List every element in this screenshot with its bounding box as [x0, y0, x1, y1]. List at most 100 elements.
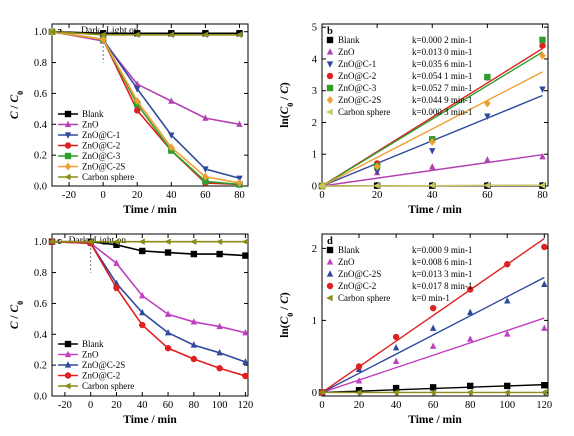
data-point — [216, 322, 223, 330]
data-point — [236, 175, 243, 183]
x-axis-label: Time / min — [408, 414, 462, 426]
legend-label: Blank — [82, 109, 104, 119]
data-point — [99, 31, 106, 38]
data-point — [504, 330, 511, 337]
x-axis-label: Time / min — [123, 204, 177, 216]
data-point — [428, 182, 435, 189]
legend-label: ZnO@C-2S — [82, 360, 125, 370]
fit-line — [321, 154, 543, 187]
data-point — [164, 328, 172, 336]
x-tick-label: 60 — [428, 400, 439, 411]
data-point — [86, 238, 94, 245]
data-point — [242, 372, 249, 380]
x-tick-label: 120 — [238, 400, 254, 411]
x-tick-label: -20 — [58, 400, 72, 411]
y-tick-label: 1 — [312, 150, 317, 161]
data-point — [538, 182, 546, 189]
panel-d: 0 20 40 60 80 100 120 0 1 2 Time / min ln(C0 / C) dB… — [279, 233, 552, 426]
data-point — [504, 297, 511, 304]
series-zno-c-2 — [48, 28, 243, 188]
legend-label: ZnO@C-1 — [82, 130, 120, 140]
data-point — [113, 284, 120, 292]
data-point — [168, 97, 175, 104]
data-point — [392, 357, 400, 365]
legend-rate-constant: k=0.000 2 min-1 — [412, 35, 472, 45]
data-point — [541, 324, 548, 331]
panel-a: -20 0 20 40 60 80 0.0 0.2 0.4 0.6 0.8 1.0 Time / min… — [9, 23, 249, 216]
data-point — [355, 387, 363, 394]
data-point — [236, 178, 243, 187]
legend-rate-constant: k=0.052 7 min-1 — [412, 83, 472, 93]
legend-marker — [326, 96, 334, 104]
y-tick-label: 0.0 — [34, 182, 47, 193]
y-tick-label: 0.4 — [34, 330, 48, 341]
x-tick-label: 100 — [212, 400, 228, 411]
data-point — [429, 342, 437, 349]
legend-rate-constant: k=0.000 9 min-1 — [412, 245, 472, 255]
data-point — [99, 35, 107, 44]
series-line — [51, 30, 240, 126]
data-point — [134, 107, 141, 114]
dark-annotation: Dark — [81, 26, 100, 36]
x-tick-label: 0 — [319, 400, 324, 411]
data-point — [164, 310, 172, 317]
data-point — [466, 389, 473, 396]
data-point — [190, 318, 198, 325]
data-point — [484, 73, 491, 81]
data-point — [139, 247, 146, 255]
plot-frame — [321, 233, 549, 397]
fit-line — [321, 51, 543, 187]
data-point — [241, 238, 249, 245]
data-point — [139, 308, 146, 316]
data-point — [355, 389, 362, 396]
data-point — [539, 42, 546, 49]
series-carbon-sphere — [318, 389, 547, 396]
data-point — [466, 382, 474, 390]
series-carbon-sphere — [48, 238, 249, 245]
legend-marker — [64, 110, 72, 118]
data-point — [133, 31, 140, 38]
legend-label: ZnO — [82, 120, 99, 130]
legend-label: Carbon sphere — [338, 107, 390, 117]
legend-label: ZnO@C-3 — [82, 151, 121, 161]
data-point — [134, 86, 141, 93]
y-axis-label: C / C0 — [9, 91, 25, 119]
series-line — [51, 30, 240, 36]
data-point — [164, 238, 171, 245]
data-point — [202, 172, 209, 181]
data-point — [134, 97, 141, 106]
y-tick-label: 5 — [312, 23, 317, 34]
data-point — [539, 86, 546, 93]
data-point — [541, 243, 548, 251]
legend: Blank k=0.000 9 min-1 ZnO k=0.008 6 min-1 Zn… — [326, 245, 472, 303]
x-tick-label: 120 — [536, 400, 552, 411]
y-tick-label: 0.6 — [34, 89, 47, 100]
series-line — [51, 30, 240, 35]
legend: BlankZnOZnO@C-1ZnO@C-2ZnO@C-3ZnO@C-2SCar… — [58, 109, 134, 182]
y-tick-label: 0.4 — [34, 120, 48, 131]
x-tick-label: 0 — [319, 190, 324, 201]
series-zno-c-3 — [48, 28, 243, 188]
legend-marker — [326, 48, 334, 55]
data-point — [392, 343, 400, 351]
y-tick-label: 0.2 — [34, 151, 47, 162]
y-tick-label: 0.6 — [34, 299, 47, 310]
data-point — [355, 363, 363, 370]
fit-line — [321, 71, 543, 187]
x-tick-label: 0 — [101, 190, 106, 201]
legend-label: Carbon sphere — [82, 381, 134, 391]
x-axis-label: Time / min — [408, 204, 462, 216]
y-tick-label: 1.0 — [34, 27, 47, 38]
data-point — [466, 286, 474, 293]
data-point — [504, 382, 511, 390]
data-point — [216, 349, 223, 356]
plot-frame — [51, 23, 249, 187]
data-point — [201, 31, 208, 38]
series-carbon-sphere — [318, 182, 546, 190]
data-point — [164, 249, 172, 256]
data-point — [318, 182, 325, 190]
legend-marker — [64, 350, 72, 358]
